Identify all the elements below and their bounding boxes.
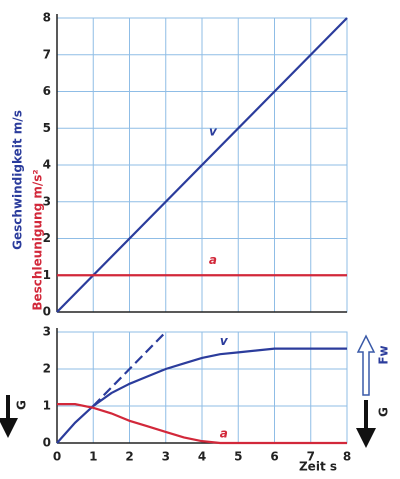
y-tick-label: 2: [43, 231, 51, 245]
series-line: [56, 347, 347, 444]
y-tick-label: 5: [43, 121, 51, 135]
series-line: [57, 403, 347, 445]
y-tick-label: 6: [43, 84, 51, 98]
y-tick-label: 8: [43, 11, 51, 25]
y-axis-label: Beschleunigung m/s²: [31, 169, 45, 310]
x-tick-label: 3: [162, 450, 170, 464]
x-tick-label: 1: [89, 450, 97, 464]
x-tick-label: 6: [270, 450, 278, 464]
series-line: [92, 331, 167, 407]
y-tick-label: 4: [43, 158, 51, 172]
x-tick-label: 5: [234, 450, 242, 464]
series-label: v: [220, 334, 229, 348]
y-tick-label: 0: [43, 436, 51, 450]
right-label-top: Fw: [377, 345, 391, 364]
x-axis-label: Zeit s: [299, 460, 337, 474]
series-label: v: [209, 124, 218, 138]
y-tick-label: 7: [43, 47, 51, 61]
series-label: a: [220, 426, 228, 440]
y-tick-label: 1: [43, 268, 51, 282]
y-tick-label: 3: [43, 194, 51, 208]
x-tick-label: 8: [343, 450, 351, 464]
x-tick-label: 0: [53, 450, 61, 464]
series-line: [56, 17, 348, 313]
y-tick-label: 1: [43, 399, 51, 413]
left-label: G: [15, 400, 29, 410]
y-axis-label: Geschwindigkeit m/s: [11, 110, 25, 250]
x-tick-label: 2: [125, 450, 133, 464]
y-tick-label: 3: [43, 325, 51, 339]
force-arrow: [356, 334, 376, 396]
y-tick-label: 2: [43, 362, 51, 376]
right-label-bottom: G: [377, 407, 391, 417]
x-tick-label: 4: [198, 450, 206, 464]
series-label: a: [209, 253, 217, 267]
y-tick-label: 0: [43, 305, 51, 319]
x-tick-label: 7: [307, 450, 315, 464]
